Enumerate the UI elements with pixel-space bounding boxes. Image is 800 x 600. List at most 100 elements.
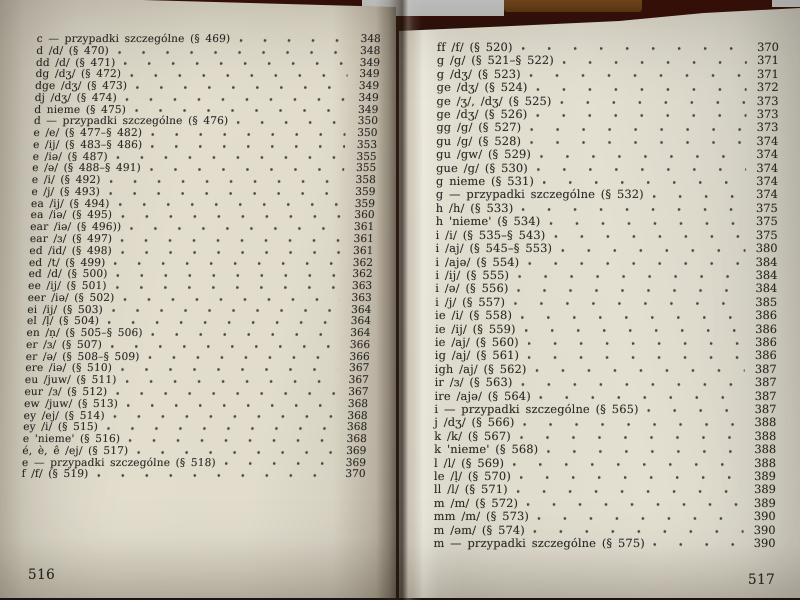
toc-entry-label: g /g/ (§ 521–§ 522) [436, 53, 554, 68]
toc-entry-label: e 'nieme' (§ 516) [22, 433, 121, 446]
toc-entry: ey /ej/ (§ 514) 368 [23, 410, 367, 422]
leader-dots [561, 245, 746, 254]
toc-entry-label: e — przypadki szczególne (§ 518) [21, 456, 217, 469]
toc-entry-page: 390 [753, 536, 776, 551]
toc-entry: ie /aj/ (§ 560) 386 [435, 334, 777, 349]
leader-dots [150, 129, 346, 138]
toc-entry-page: 368 [346, 421, 368, 434]
toc-entry-label: ei /ij/ (§ 503) [27, 303, 104, 316]
toc-entry-label: ir /ɜ/ (§ 563) [434, 375, 513, 390]
toc-entry-page: 367 [348, 362, 370, 375]
toc-entry-page: 359 [354, 197, 376, 210]
toc-entry: e — przypadki szczególne (§ 518) 369 [22, 457, 366, 469]
toc-entry: g /g/ (§ 521–§ 522) 371 [436, 53, 779, 68]
leader-dots [513, 460, 745, 468]
leader-dots [151, 329, 339, 338]
toc-entry-label: ie /i/ (§ 558) [435, 308, 513, 323]
toc-entry-page: 386 [755, 321, 778, 336]
toc-entry: d nieme (§ 475) 349 [34, 104, 378, 116]
leader-dots [120, 235, 342, 244]
leader-dots [522, 205, 746, 214]
toc-entry: ie /i/ (§ 558) 386 [435, 308, 778, 323]
toc-entry: eu /juw/ (§ 511) 367 [25, 374, 369, 386]
leader-dots [529, 71, 747, 80]
leader-dots [118, 200, 344, 209]
toc-entry: ed /d/ (§ 500) 362 [28, 268, 372, 280]
leader-dots [530, 138, 747, 147]
toc-entry-page: 348 [359, 44, 381, 57]
toc-entry-page: 390 [753, 509, 776, 524]
toc-entry-page: 367 [348, 374, 370, 387]
toc-entry-label: i /aj/ (§ 545–§ 553) [435, 241, 553, 256]
toc-entry-label: h /h/ (§ 533) [435, 200, 514, 215]
toc-entry-label: é, è, ê /ej/ (§ 517) [22, 444, 129, 457]
toc-entry-page: 367 [348, 385, 369, 398]
toc-entry-page: 384 [755, 281, 778, 296]
toc-entry-page: 389 [754, 482, 776, 497]
toc-entry-label: ff /f/ (§ 520) [436, 40, 513, 54]
leader-dots [224, 459, 335, 468]
leader-dots [535, 366, 745, 375]
toc-entry: ei /ij/ (§ 503) 364 [27, 304, 371, 316]
paper-edge-highlight-right [772, 0, 800, 7]
toc-entry-page: 361 [352, 244, 374, 257]
toc-entry-page: 362 [352, 268, 373, 281]
toc-entry-page: 388 [754, 442, 777, 457]
toc-entry-label: gue /g/ (§ 530) [436, 160, 528, 175]
toc-entry-page: 368 [346, 433, 368, 446]
toc-entry: c — przypadki szczególne (§ 469) 348 [37, 33, 381, 45]
toc-entry-label: i /ajə/ (§ 554) [435, 254, 520, 269]
toc-entry-page: 349 [358, 91, 379, 104]
toc-entry: d — przypadki szczególne (§ 476) 350 [34, 115, 378, 127]
toc-entry: i /ajə/ (§ 554) 384 [435, 254, 777, 269]
leader-dots [538, 513, 744, 522]
toc-entry: i /i/ (§ 535–§ 543) 375 [436, 228, 778, 242]
toc-entry-page: 373 [756, 93, 779, 108]
toc-entry: j /dʒ/ (§ 566) 388 [434, 415, 776, 429]
toc-entry: ear /iə/ (§ 496)) 361 [30, 221, 374, 233]
toc-entry: er /ə/ (§ 508–§ 509) 366 [25, 351, 369, 363]
toc-entry: ere /iə/ (§ 510) 367 [25, 362, 369, 374]
toc-entry-page: 386 [755, 334, 777, 349]
toc-entry-label: m /əm/ (§ 574) [433, 522, 525, 537]
toc-entry-page: 373 [756, 120, 779, 135]
leader-dots [111, 306, 340, 315]
leader-dots [536, 111, 747, 120]
leader-dots [547, 446, 745, 455]
leader-dots [137, 447, 335, 456]
toc-entry: ge /dʒ/ (§ 524) 372 [437, 80, 779, 94]
toc-entry-page: 371 [756, 66, 779, 81]
toc-entry: el /ḷ/ (§ 504) 364 [27, 315, 371, 327]
toc-entry: e /e/ (§ 477–§ 482) 350 [33, 127, 377, 139]
toc-entry-label: eu /juw/ (§ 511) [24, 374, 117, 387]
toc-entry: ee /ij/ (§ 501) 363 [28, 280, 372, 292]
toc-entry-page: 387 [754, 388, 777, 403]
leader-dots [125, 94, 347, 103]
leader-dots [536, 165, 747, 174]
toc-entry-page: 366 [349, 338, 371, 351]
toc-entry: gue /g/ (§ 530) 374 [436, 160, 778, 175]
left-page-toc: c — przypadki szczególne (§ 469) 348 d /d/… [21, 33, 381, 480]
toc-entry: dg /dʒ/ (§ 472) 349 [35, 68, 379, 80]
toc-entry: ey /i/ (§ 515) 368 [23, 421, 367, 433]
toc-entry-label: mm /m/ (§ 573) [433, 509, 530, 524]
toc-entry-label: er /ə/ (§ 508–§ 509) [25, 350, 140, 363]
toc-entry-page: 358 [355, 174, 377, 187]
toc-entry-page: 366 [349, 350, 370, 363]
toc-entry-page: 369 [345, 444, 367, 457]
toc-entry-label: dj /dʒ/ (§ 474) [34, 91, 118, 104]
toc-entry-page: 349 [357, 103, 379, 116]
leader-dots [108, 188, 344, 197]
leader-dots [516, 486, 744, 495]
toc-entry: ed /t/ (§ 499) 362 [29, 257, 373, 269]
leader-dots [523, 419, 745, 428]
toc-entry: e /j/ (§ 493) 359 [31, 186, 375, 198]
toc-entry: ear /ɜ/ (§ 497) 361 [30, 233, 374, 245]
leader-dots [120, 247, 342, 256]
toc-entry: i /aj/ (§ 545–§ 553) 380 [435, 241, 777, 256]
toc-entry: gu /gw/ (§ 529) 374 [436, 147, 778, 162]
toc-entry-label: gu /gw/ (§ 529) [436, 147, 532, 162]
toc-entry-page: 361 [353, 221, 375, 234]
toc-entry: f /f/ (§ 519) 370 [21, 468, 365, 480]
toc-entry-page: 386 [755, 308, 778, 323]
